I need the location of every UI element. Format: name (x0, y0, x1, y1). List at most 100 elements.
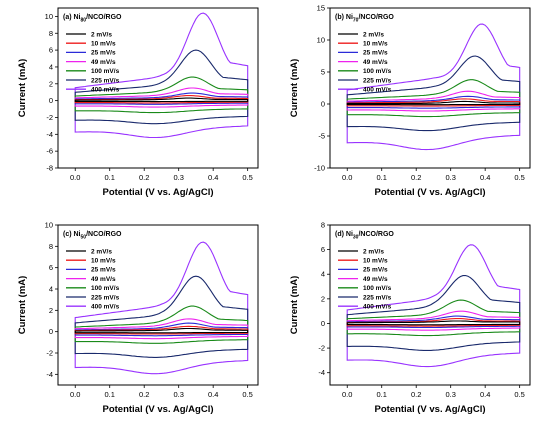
x-tick-label: 0.4 (208, 173, 218, 182)
legend-label: 400 mV/s (363, 304, 392, 311)
legend-label: 25 mV/s (363, 267, 388, 274)
cv-curve-225-mV-s (74, 49, 249, 125)
x-tick-label: 0.1 (105, 173, 115, 182)
legend-label: 225 mV/s (363, 294, 392, 301)
legend-label: 49 mV/s (91, 59, 116, 66)
panel-title: (d) Ni30/NCO/RGO (335, 231, 394, 241)
legend-label: 100 mV/s (363, 68, 392, 75)
y-tick-label: 0 (49, 96, 53, 105)
cv-curve-400-mV-s (346, 244, 521, 368)
y-tick-label: 8 (321, 221, 325, 230)
legend-label: 10 mV/s (363, 258, 388, 265)
x-axis-label: Potential (V vs. Ag/AgCl) (374, 187, 485, 198)
cv-curve-100-mV-s (74, 305, 249, 344)
x-tick-label: 0.5 (242, 390, 252, 399)
x-tick-label: 0.3 (445, 390, 455, 399)
y-tick-label: 2 (49, 306, 53, 315)
y-tick-label: 2 (321, 294, 325, 303)
cv-curve-225-mV-s (346, 55, 521, 132)
x-tick-label: 0.0 (70, 390, 80, 399)
panel-title: (a) Ni80/NCO/RGO (63, 14, 122, 24)
x-tick-label: 0.0 (342, 390, 352, 399)
legend-label: 49 mV/s (363, 59, 388, 66)
x-tick-label: 0.3 (445, 173, 455, 182)
x-tick-label: 0.4 (480, 390, 490, 399)
x-tick-label: 0.0 (70, 173, 80, 182)
x-tick-label: 0.1 (377, 173, 387, 182)
cv-curve-225-mV-s (346, 274, 521, 351)
cv-curve-400-mV-s (74, 12, 249, 139)
cv-curve-49-mV-s (346, 310, 521, 331)
legend-label: 49 mV/s (363, 276, 388, 283)
x-tick-label: 0.4 (208, 390, 218, 399)
x-tick-label: 0.4 (480, 173, 490, 182)
legend-label: 2 mV/s (363, 248, 384, 255)
cv-panel-2: 0.0 0.1 0.2 0.3 0.4 0.5 -4 -2 0 2 4 6 8 10 Potential (… (17, 221, 259, 415)
x-tick-label: 0.2 (411, 390, 421, 399)
x-tick-label: 0.2 (139, 390, 149, 399)
legend-label: 400 mV/s (91, 87, 120, 94)
panel-title: (c) Ni50/NCO/RGO (63, 231, 122, 241)
y-tick-label: -2 (318, 344, 325, 353)
y-tick-label: 6 (321, 245, 325, 254)
y-tick-label: 6 (49, 263, 53, 272)
legend-label: 25 mV/s (363, 50, 388, 57)
y-tick-label: -8 (46, 164, 53, 173)
y-tick-label: 0 (321, 319, 325, 328)
x-axis-label: Potential (V vs. Ag/AgCl) (102, 404, 213, 415)
y-tick-label: -4 (318, 368, 325, 377)
legend-label: 100 mV/s (91, 285, 120, 292)
cv-curve-2-mV-s (346, 320, 521, 326)
legend: 2 mV/s 10 mV/s 25 mV/s 49 mV/s 100 mV/s 225 m… (66, 248, 120, 311)
legend-label: 225 mV/s (363, 77, 392, 84)
y-tick-label: 10 (317, 36, 325, 45)
plot-frame (329, 7, 531, 169)
legend-label: 2 mV/s (91, 31, 112, 38)
legend-label: 2 mV/s (363, 31, 384, 38)
y-tick-label: 4 (49, 62, 53, 71)
cv-curve-25-mV-s (346, 315, 521, 329)
y-tick-label: 2 (49, 79, 53, 88)
cv-curve-10-mV-s (74, 95, 249, 104)
y-axis-label: Current (mA) (289, 59, 300, 118)
legend: 2 mV/s 10 mV/s 25 mV/s 49 mV/s 100 mV/s 225 m… (338, 31, 392, 94)
legend-label: 100 mV/s (91, 68, 120, 75)
cv-curves (346, 244, 521, 368)
cv-curve-225-mV-s (74, 275, 249, 358)
legend-label: 25 mV/s (91, 50, 116, 57)
plot-frame (57, 224, 259, 386)
legend-label: 100 mV/s (363, 285, 392, 292)
cv-panel-0: 0.0 0.1 0.2 0.3 0.4 0.5 -8 -6 -4 -2 0 2 4 6 8 10 Potenti… (17, 7, 259, 198)
y-tick-label: -10 (314, 164, 325, 173)
y-tick-label: 6 (49, 46, 53, 55)
cv-curve-400-mV-s (346, 23, 521, 151)
y-tick-label: 10 (45, 221, 53, 230)
cv-curve-2-mV-s (346, 100, 521, 106)
cv-curve-100-mV-s (346, 79, 521, 118)
legend-label: 400 mV/s (363, 87, 392, 94)
plot-frame (57, 7, 259, 169)
cv-curve-10-mV-s (74, 325, 249, 335)
cv-curve-10-mV-s (346, 98, 521, 107)
y-tick-label: -2 (46, 113, 53, 122)
y-tick-label: -6 (46, 147, 53, 156)
x-tick-label: 0.3 (173, 173, 183, 182)
panel-title: (b) Ni70/NCO/RGO (335, 14, 394, 24)
y-tick-label: 0 (321, 100, 325, 109)
legend-label: 225 mV/s (91, 77, 120, 84)
x-axis-label: Potential (V vs. Ag/AgCl) (102, 187, 213, 198)
y-axis-label: Current (mA) (289, 276, 300, 335)
cv-curve-25-mV-s (346, 95, 521, 109)
cv-curve-2-mV-s (74, 97, 249, 103)
cv-curve-2-mV-s (74, 327, 249, 334)
x-tick-label: 0.1 (377, 390, 387, 399)
legend-label: 25 mV/s (91, 267, 116, 274)
y-tick-label: 5 (321, 68, 325, 77)
cv-curve-100-mV-s (346, 299, 521, 337)
legend-label: 2 mV/s (91, 248, 112, 255)
cv-curves (74, 241, 249, 375)
y-tick-label: -5 (318, 132, 325, 141)
x-tick-label: 0.0 (342, 173, 352, 182)
plot-frame (329, 224, 531, 386)
